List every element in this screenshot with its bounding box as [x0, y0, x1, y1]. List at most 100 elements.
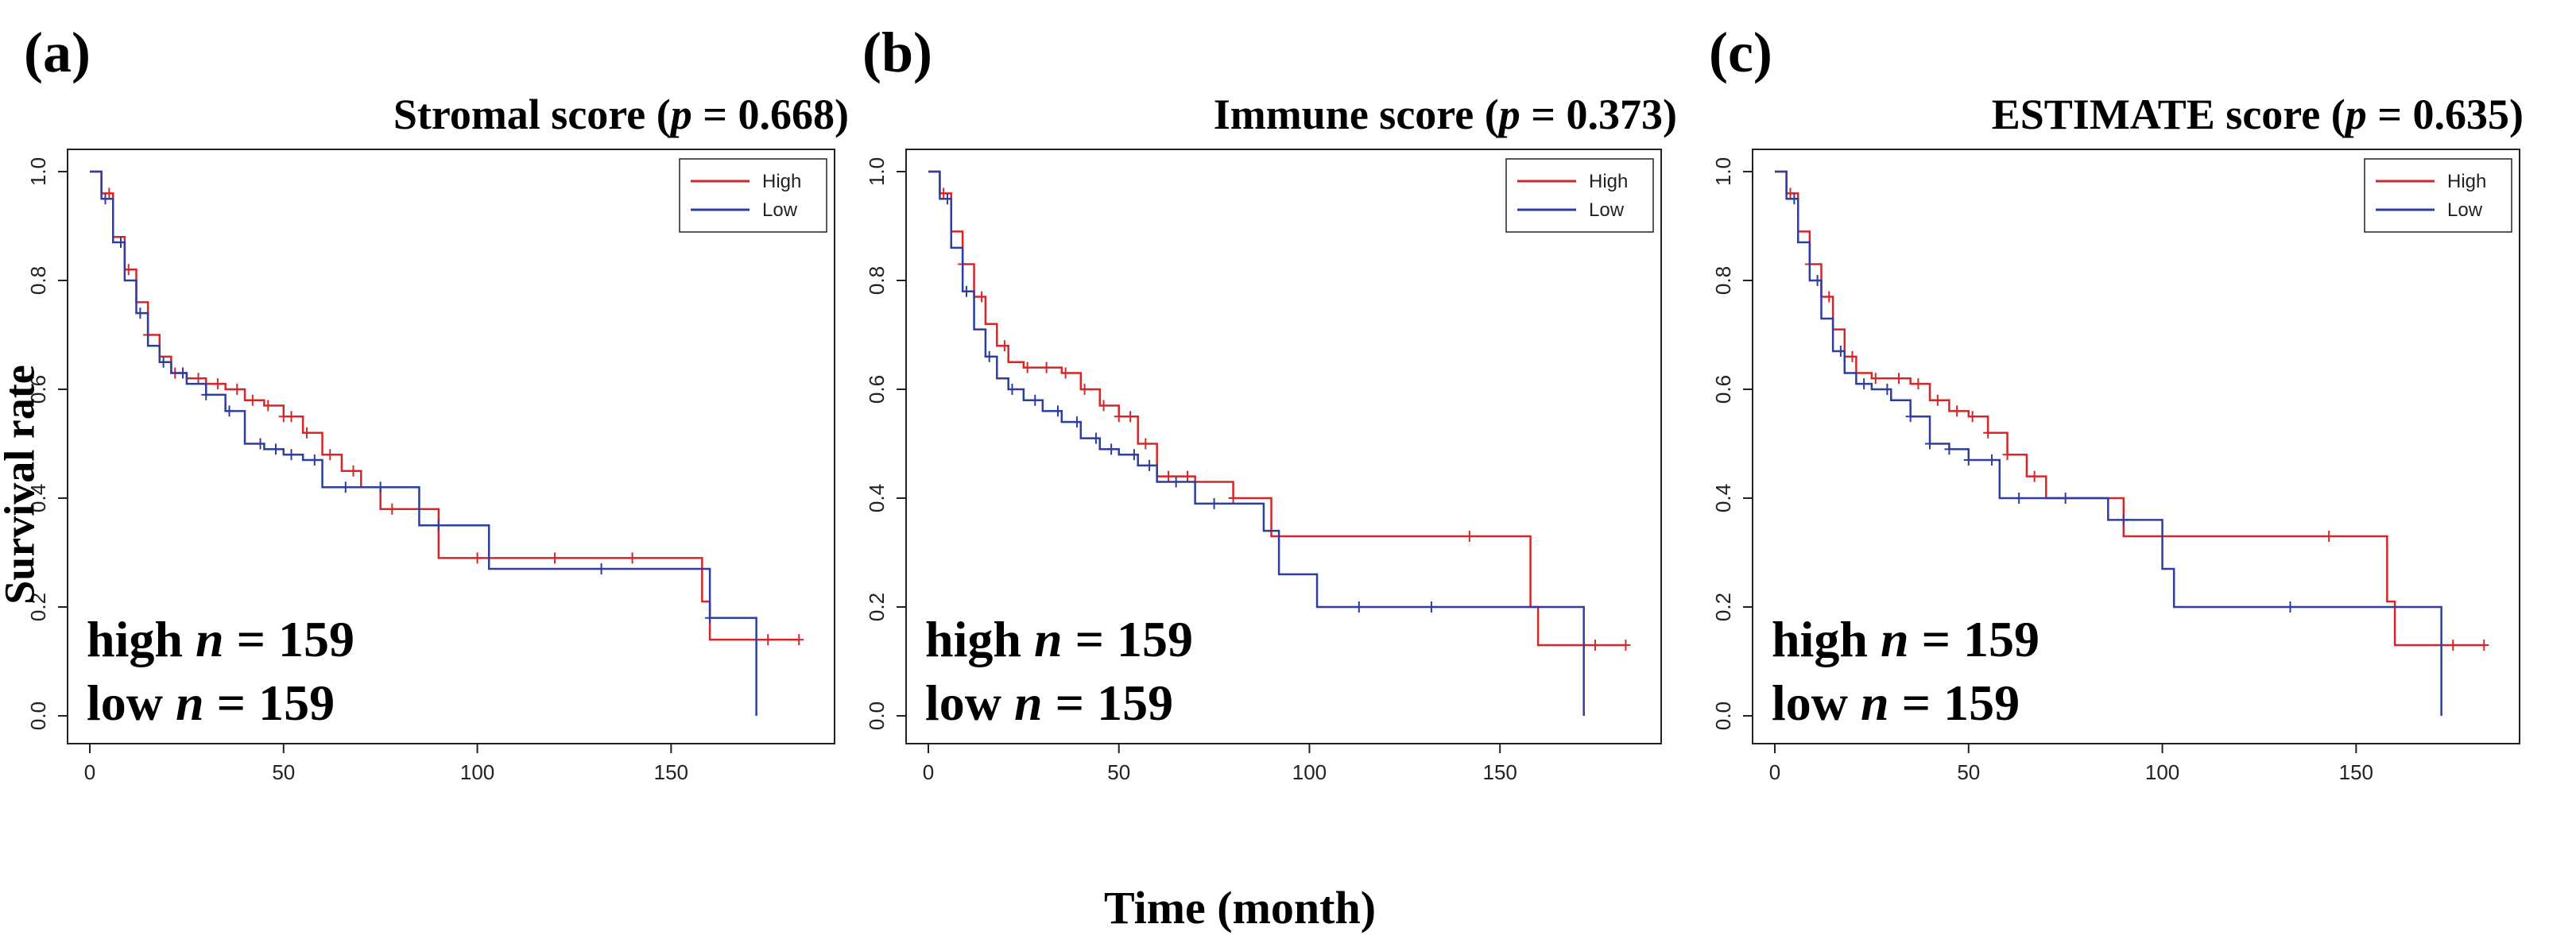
annotation-low-n: low n = 159 — [1772, 675, 2020, 731]
panel-2: (b) Immune score (p = 0.373) 0 50 100 150 0.0 0… — [862, 21, 1677, 784]
y-tick-label: 0.4 — [865, 484, 889, 512]
censor-mark-low — [116, 237, 126, 249]
censor-mark-low — [1053, 405, 1063, 417]
censor-mark-high — [1183, 470, 1193, 482]
annotation-high-n-symbol: n — [1881, 611, 1909, 667]
censor-mark-high — [1590, 639, 1601, 651]
censor-mark-high — [1847, 350, 1857, 362]
censor-mark-high — [325, 449, 335, 461]
censor-mark-high — [794, 634, 804, 646]
censor-mark-high — [2324, 530, 2334, 542]
censor-mark-low — [1963, 454, 1974, 466]
censor-mark-high — [232, 384, 242, 395]
y-tick-label: 0.0 — [1711, 702, 1735, 730]
censor-mark-high — [1464, 530, 1474, 542]
censor-mark-low — [1987, 454, 1997, 466]
censor-mark-high — [999, 340, 1009, 352]
legend-box — [679, 158, 827, 233]
censor-mark-high — [627, 552, 637, 564]
figure-x-axis-label: Time (month) — [1104, 882, 1376, 934]
censor-mark-low — [224, 405, 234, 417]
censor-mark-high — [212, 378, 223, 390]
y-tick-label: 0.2 — [1711, 593, 1735, 621]
censor-mark-low — [1859, 378, 1869, 390]
censor-mark-low — [433, 520, 444, 532]
y-tick-label: 0.0 — [865, 702, 889, 730]
y-tick-label: 1.0 — [865, 157, 889, 186]
censor-mark-low — [1354, 601, 1364, 613]
censor-mark-low — [1925, 438, 1935, 450]
censor-mark-high — [763, 634, 773, 646]
censor-mark-low — [942, 193, 952, 205]
annotation-low-n-symbol: n — [1861, 675, 1889, 731]
censor-mark-high — [286, 411, 296, 423]
x-tick-label: 150 — [1482, 760, 1517, 784]
censor-mark-high — [387, 503, 397, 515]
censor-mark-high — [472, 552, 482, 564]
censor-mark-low — [2118, 514, 2129, 526]
y-tick-label: 0.6 — [865, 375, 889, 404]
chart-title-pvalue: = 0.668) — [692, 91, 849, 138]
legend: High Low — [679, 158, 827, 233]
chart-title: Immune score (p = 0.373) — [1214, 91, 1677, 138]
figure-y-axis-label: Survival rate — [0, 365, 43, 604]
censor-mark-low — [1209, 497, 1219, 509]
censor-mark-low — [1007, 384, 1017, 395]
censor-mark-low — [961, 285, 971, 297]
censor-mark-high — [193, 373, 203, 385]
y-tick-label: 0.2 — [26, 593, 50, 621]
series-line-high — [1775, 170, 2485, 647]
censor-mark-low — [596, 563, 606, 575]
censor-mark-low — [375, 481, 385, 493]
censor-mark-low — [1171, 476, 1181, 488]
chart-title-p: p — [1496, 91, 1520, 138]
x-tick-label: 0 — [923, 760, 934, 784]
annotation-high-count: = 159 — [1063, 611, 1193, 667]
censor-mark-high — [1098, 400, 1109, 412]
chart-title-p: p — [2342, 91, 2367, 138]
chart-title-name: ESTIMATE score ( — [1992, 91, 2346, 138]
x-tick-label: 100 — [460, 760, 494, 784]
censor-mark-low — [2285, 601, 2295, 613]
legend-label-low: Low — [2447, 199, 2483, 221]
censor-mark-high — [1022, 361, 1032, 373]
legend-label-low: Low — [1589, 199, 1625, 221]
annotation-high-n: high n = 159 — [925, 611, 1193, 667]
censor-mark-low — [1106, 443, 1117, 455]
censor-mark-high — [263, 400, 273, 412]
censor-mark-high — [1125, 411, 1136, 423]
x-tick-label: 100 — [2145, 760, 2179, 784]
censor-mark-high — [2479, 639, 2489, 651]
censor-mark-low — [1905, 411, 1916, 423]
annotation-high-count: = 159 — [1909, 611, 2039, 667]
censor-mark-high — [2448, 639, 2458, 651]
censor-mark-low — [1030, 394, 1040, 406]
censor-mark-high — [2029, 470, 2039, 482]
annotation-low-n-symbol: n — [1014, 675, 1043, 731]
legend-box — [1505, 158, 1654, 233]
censor-mark-low — [705, 612, 715, 624]
x-tick-label: 0 — [1769, 760, 1780, 784]
y-tick-label: 0.8 — [26, 266, 50, 295]
annotation-high-n: high n = 159 — [1772, 611, 2039, 667]
annotation-high-prefix: high — [87, 611, 196, 667]
censor-mark-high — [1913, 378, 1923, 390]
y-tick-label: 1.0 — [1711, 157, 1735, 186]
series-line-low — [90, 170, 757, 716]
censor-mark-low — [100, 193, 110, 205]
annotation-low-n: low n = 159 — [87, 675, 335, 731]
annotation-low-count: = 159 — [1889, 675, 2020, 731]
censor-mark-low — [1145, 459, 1155, 471]
censor-mark-low — [1882, 384, 1892, 395]
annotation-low-n: low n = 159 — [925, 675, 1173, 731]
x-tick-label: 100 — [1292, 760, 1327, 784]
x-tick-label: 150 — [2339, 760, 2373, 784]
annotation-low-n-symbol: n — [176, 675, 204, 731]
censor-mark-high — [1967, 411, 1978, 423]
legend-label-high: High — [762, 171, 801, 192]
censor-mark-high — [247, 394, 258, 406]
censor-mark-low — [1812, 275, 1823, 286]
panel-label: (c) — [1709, 21, 1772, 84]
censor-mark-low — [255, 438, 265, 450]
